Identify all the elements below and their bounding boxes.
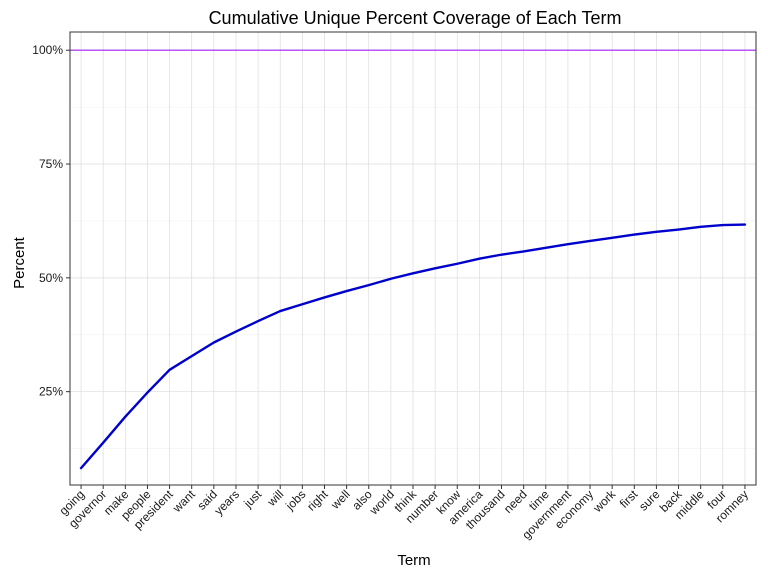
x-axis-title: Term [397, 552, 430, 569]
grid [70, 32, 756, 485]
y-tick-label: 75% [39, 157, 63, 171]
series-line [79, 223, 747, 470]
y-tick-label: 50% [39, 271, 63, 285]
y-tick-label: 25% [39, 385, 63, 399]
chart-title: Cumulative Unique Percent Coverage of Ea… [209, 8, 622, 28]
y-axis-title: Percent [11, 236, 28, 289]
y-tick-label: 100% [32, 43, 63, 57]
y-axis: 25% 50% 75% 100% [32, 43, 70, 399]
